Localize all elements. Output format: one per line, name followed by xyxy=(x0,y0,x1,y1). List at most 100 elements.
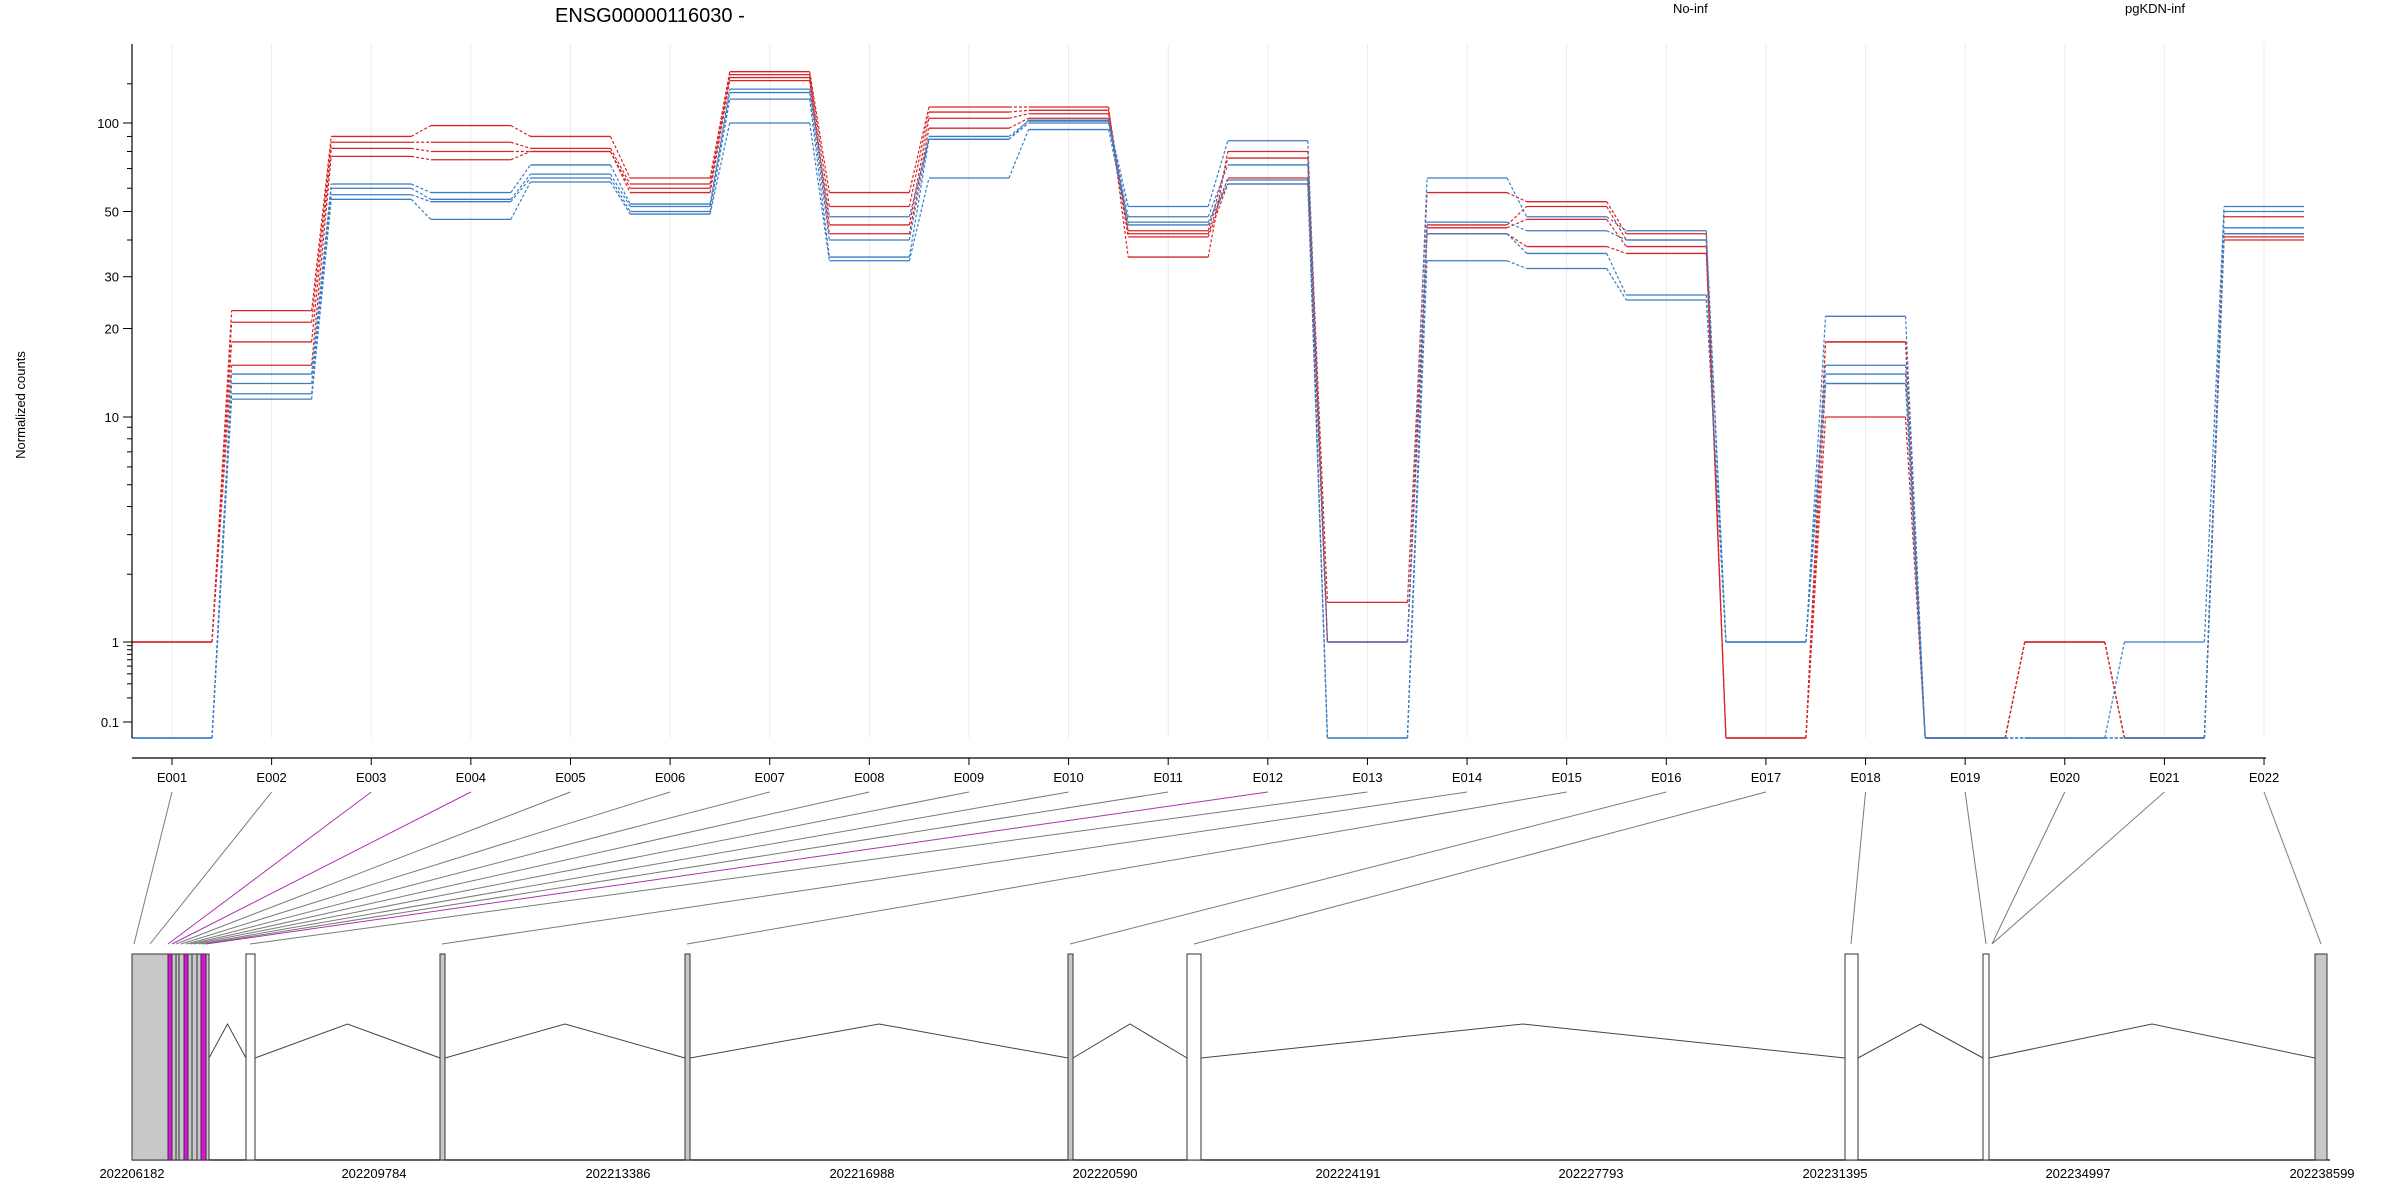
series-connector xyxy=(410,187,432,200)
exon-box xyxy=(205,953,210,1161)
series-connector xyxy=(809,74,830,207)
exon-connector xyxy=(1991,791,2066,945)
x-tick-label: E019 xyxy=(1950,770,1980,785)
y-tick-label: 0.1 xyxy=(101,715,119,730)
genomic-coordinate-label: 202206182 xyxy=(99,1166,164,1181)
series-connector xyxy=(510,177,531,203)
series-connector xyxy=(1207,140,1229,207)
series-connector xyxy=(510,141,531,149)
exon-box xyxy=(1067,953,1074,1161)
x-tick-label: E004 xyxy=(456,770,486,785)
series-connector xyxy=(311,136,332,311)
series-connector xyxy=(311,183,332,375)
exon-connector xyxy=(133,791,173,945)
exon-box xyxy=(191,953,198,1161)
x-tick-label: E005 xyxy=(555,770,585,785)
series-pgkdn-inf xyxy=(132,122,2305,739)
genomic-coordinate-label: 202216988 xyxy=(829,1166,894,1181)
series-connector xyxy=(211,365,233,643)
series-connector xyxy=(311,199,332,400)
x-tick-label: E014 xyxy=(1452,770,1482,785)
series-connector xyxy=(1506,233,1528,248)
series-connector xyxy=(1805,316,1827,643)
series-connector xyxy=(1207,164,1229,217)
exon-connector xyxy=(189,791,870,945)
series-connector xyxy=(1008,113,1029,119)
series-connector xyxy=(1506,206,1528,226)
x-tick-label: E011 xyxy=(1153,770,1182,785)
series-connector xyxy=(2004,641,2026,739)
exon-connector xyxy=(1850,791,1867,945)
y-axis-label: Normalized counts xyxy=(13,351,28,459)
legend-entry-no-inf: No-inf xyxy=(1673,1,1708,16)
series-connector xyxy=(1805,383,1827,643)
series-connector xyxy=(1008,117,1029,129)
series-connector xyxy=(609,151,631,193)
intron-line xyxy=(689,1023,1069,1059)
series-connector xyxy=(709,77,731,189)
series-connector xyxy=(709,71,731,179)
exon-box xyxy=(196,953,202,1161)
intron-line xyxy=(1200,1023,1846,1059)
genomic-coordinate-label: 202213386 xyxy=(585,1166,650,1181)
series-connector xyxy=(1008,129,1030,179)
series-connector xyxy=(709,99,731,212)
exon-box xyxy=(131,953,169,1161)
exon-connector xyxy=(171,791,472,945)
exon-box xyxy=(183,953,189,1161)
series-connector xyxy=(410,198,432,220)
series-connector xyxy=(809,122,830,261)
series-connector xyxy=(1008,109,1029,113)
series-no-inf xyxy=(132,73,2305,739)
y-tick-label: 100 xyxy=(97,116,119,131)
exon-box xyxy=(684,953,691,1161)
exon-connector xyxy=(1069,791,1667,945)
x-tick-label: E006 xyxy=(655,770,685,785)
genomic-coordinate-label: 202209784 xyxy=(341,1166,406,1181)
series-connector xyxy=(1406,260,1428,739)
series-connector xyxy=(510,125,531,137)
series-connector xyxy=(1307,140,1329,643)
intron-line xyxy=(1988,1023,2316,1059)
exon-connector xyxy=(167,791,372,945)
x-tick-label: E022 xyxy=(2249,770,2279,785)
series-connector xyxy=(709,92,731,207)
plot-lines xyxy=(132,71,2305,739)
x-tick-label: E003 xyxy=(356,770,386,785)
series-connector xyxy=(2203,233,2225,739)
exon-connector xyxy=(686,791,1567,945)
series-connector xyxy=(1307,184,1329,739)
series-connector xyxy=(1207,179,1229,223)
series-no-inf xyxy=(132,79,2305,739)
exon-box xyxy=(200,953,207,1161)
x-tick-label: E015 xyxy=(1551,770,1581,785)
series-connector xyxy=(1107,120,1129,217)
y-tick-label: 30 xyxy=(105,270,119,285)
series-connector xyxy=(908,177,930,261)
series-connector xyxy=(1606,268,1627,301)
series-connector xyxy=(510,181,532,220)
exon-box xyxy=(439,953,446,1161)
exon-connector xyxy=(441,791,1468,945)
x-tick-label: E009 xyxy=(954,770,984,785)
series-connector xyxy=(2104,641,2125,739)
series-connector xyxy=(609,164,631,205)
series-connector xyxy=(1506,177,1528,217)
series-connector xyxy=(510,150,531,161)
series-no-inf xyxy=(132,76,2305,739)
exon-box xyxy=(1186,953,1202,1161)
series-pgkdn-inf xyxy=(132,91,2305,739)
x-tick-label: E018 xyxy=(1850,770,1880,785)
exon-box xyxy=(171,953,177,1161)
x-tick-label: E020 xyxy=(2050,770,2080,785)
exon-connector xyxy=(198,791,1069,945)
exon-box xyxy=(2314,953,2328,1161)
series-connector xyxy=(1606,230,1627,241)
exon-connector-lines xyxy=(133,791,2322,945)
exon-connector xyxy=(202,791,1169,945)
gene-model-track: 202206182 202209784 202213386 202216988 2022… xyxy=(99,953,2355,1181)
plot-axes: 0.1 1 10 20 30 50 100 E001 E002 E003 E004 E005 E006 E… xyxy=(97,44,2279,785)
series-connector xyxy=(809,92,830,241)
exon-connector xyxy=(2263,791,2322,945)
series-connector xyxy=(311,188,332,384)
